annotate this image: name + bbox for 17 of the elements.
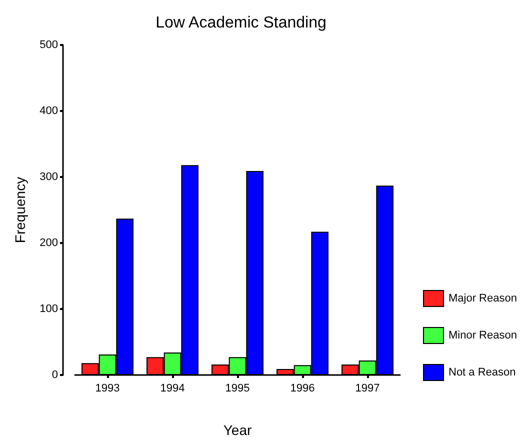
- y-tick-label: 200: [40, 237, 58, 249]
- x-tick-label: 1993: [95, 382, 120, 394]
- legend-label: Not a Reason: [448, 366, 516, 378]
- y-tick-label: 0: [52, 369, 58, 381]
- chart-title: Low Academic Standing: [156, 14, 326, 32]
- y-tick-label: 400: [40, 105, 58, 117]
- x-tick-label: 1995: [225, 382, 250, 394]
- legend-label: Major Reason: [448, 292, 517, 304]
- x-axis-title: Year: [223, 422, 252, 438]
- x-tick-label: 1997: [355, 382, 380, 394]
- legend-label: Minor Reason: [448, 330, 517, 342]
- x-tick-label: 1994: [160, 382, 185, 394]
- x-tick-label: 1996: [290, 382, 315, 394]
- y-tick-label: 100: [40, 303, 58, 315]
- y-axis-title: Frequency: [12, 176, 28, 244]
- y-tick-label: 300: [40, 171, 58, 183]
- y-tick-label: 500: [40, 39, 58, 51]
